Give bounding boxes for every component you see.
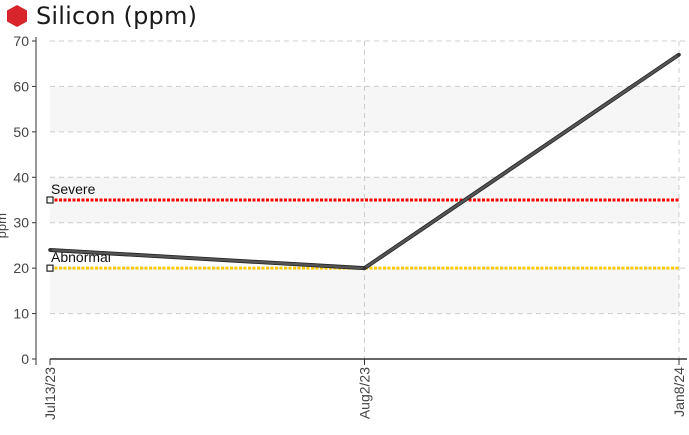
y-axis-label: ppm [0,213,9,238]
data-point [48,248,52,252]
hexagon-icon [7,5,27,27]
y-tick-label: 10 [13,306,29,322]
x-tick-label: Aug2/23 [357,367,373,419]
y-tick-label: 0 [21,351,29,367]
data-point [677,52,681,57]
y-tick-label: 70 [13,33,29,49]
x-tick-label: Jan8/24 [671,367,687,417]
y-tick-label: 30 [13,215,29,231]
y-tick-label: 20 [13,260,29,276]
data-point [362,266,367,270]
y-tick-label: 40 [13,169,29,185]
chart-title: Silicon (ppm) [36,2,198,30]
chart-header: Silicon (ppm) [6,0,197,32]
x-tick-label: Jul13/23 [42,367,58,420]
y-tick-label: 60 [13,78,29,94]
threshold-label: Severe [51,181,96,197]
threshold-marker [46,196,54,204]
y-tick-label: 50 [13,124,29,140]
threshold-marker [46,264,54,272]
